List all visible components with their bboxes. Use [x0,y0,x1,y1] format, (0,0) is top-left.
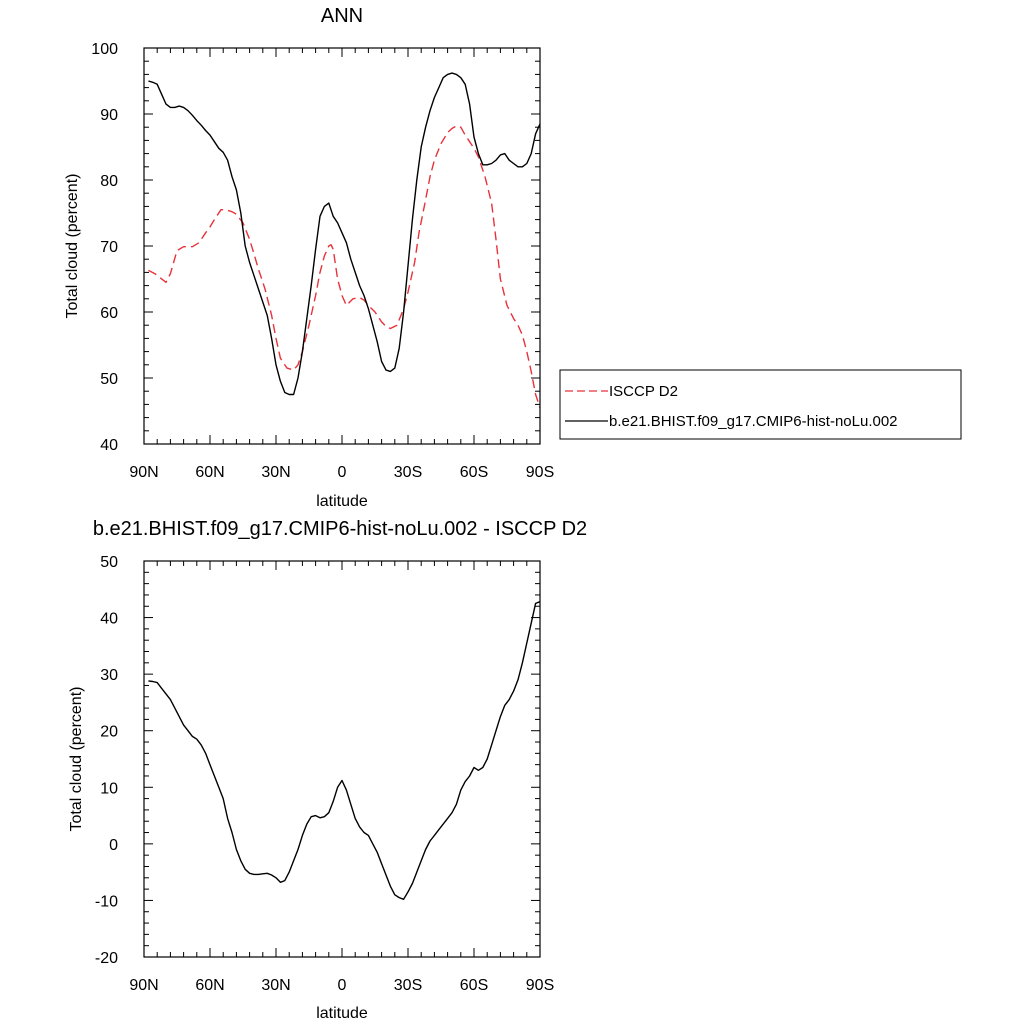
x-tick-label: 30S [394,464,422,481]
y-tick-label: 60 [100,305,118,322]
chart-annual-total-cloud: ANN 40 50 60 70 80 90 100 90N 60N 30N 0 30S 60S 90S lat… [64,5,554,510]
x-axis-title: latitude [316,493,368,510]
legend-label-isccp: ISCCP D2 [609,383,678,400]
y-tick-label: -20 [95,950,118,967]
plot-frame [143,47,541,445]
x-tick-label: 60S [460,464,488,481]
y-axis-title: Total cloud (percent) [68,687,85,832]
x-tick-label: 30N [261,977,290,994]
x-tick-label: 30N [261,464,290,481]
y-tick-label: 70 [100,239,118,256]
y-tick-label: 50 [100,371,118,388]
y-tick-label: 100 [91,41,118,58]
x-tick-label: 90S [526,977,554,994]
plot-frame [143,560,541,958]
series-line-model [148,72,541,396]
legend-label-model: b.e21.BHIST.f09_g17.CMIP6-hist-noLu.002 [609,413,898,430]
series-line-isccp [148,125,541,408]
x-tick-label: 60S [460,977,488,994]
y-tick-label: 40 [100,437,118,454]
y-tick-label: 50 [100,554,118,571]
x-axis-title: latitude [316,1005,368,1022]
y-tick-label: 90 [100,107,118,124]
x-tick-label: 60N [195,977,224,994]
y-axis-title: Total cloud (percent) [64,174,81,319]
legend-box [559,369,962,440]
y-tick-label: 10 [100,780,118,797]
y-tick-label: -10 [95,893,118,910]
x-tick-label: 0 [338,464,347,481]
y-tick-label: 30 [100,667,118,684]
y-tick-label: 40 [100,611,118,628]
x-tick-label: 0 [338,977,347,994]
x-tick-label: 60N [195,464,224,481]
x-tick-label: 90N [129,464,158,481]
y-tick-label: 20 [100,724,118,741]
series-line-model [148,601,541,900]
x-tick-label: 90N [129,977,158,994]
legend: ISCCP D2 b.e21.BHIST.f09_g17.CMIP6-hist-… [559,369,962,440]
chart-title: b.e21.BHIST.f09_g17.CMIP6-hist-noLu.002 … [93,518,587,540]
chart-difference: b.e21.BHIST.f09_g17.CMIP6-hist-noLu.002 … [68,518,587,1022]
x-tick-label: 90S [526,464,554,481]
y-tick-label: 80 [100,173,118,190]
chart-title: ANN [321,5,363,27]
x-tick-label: 30S [394,977,422,994]
y-tick-label: 0 [109,837,118,854]
